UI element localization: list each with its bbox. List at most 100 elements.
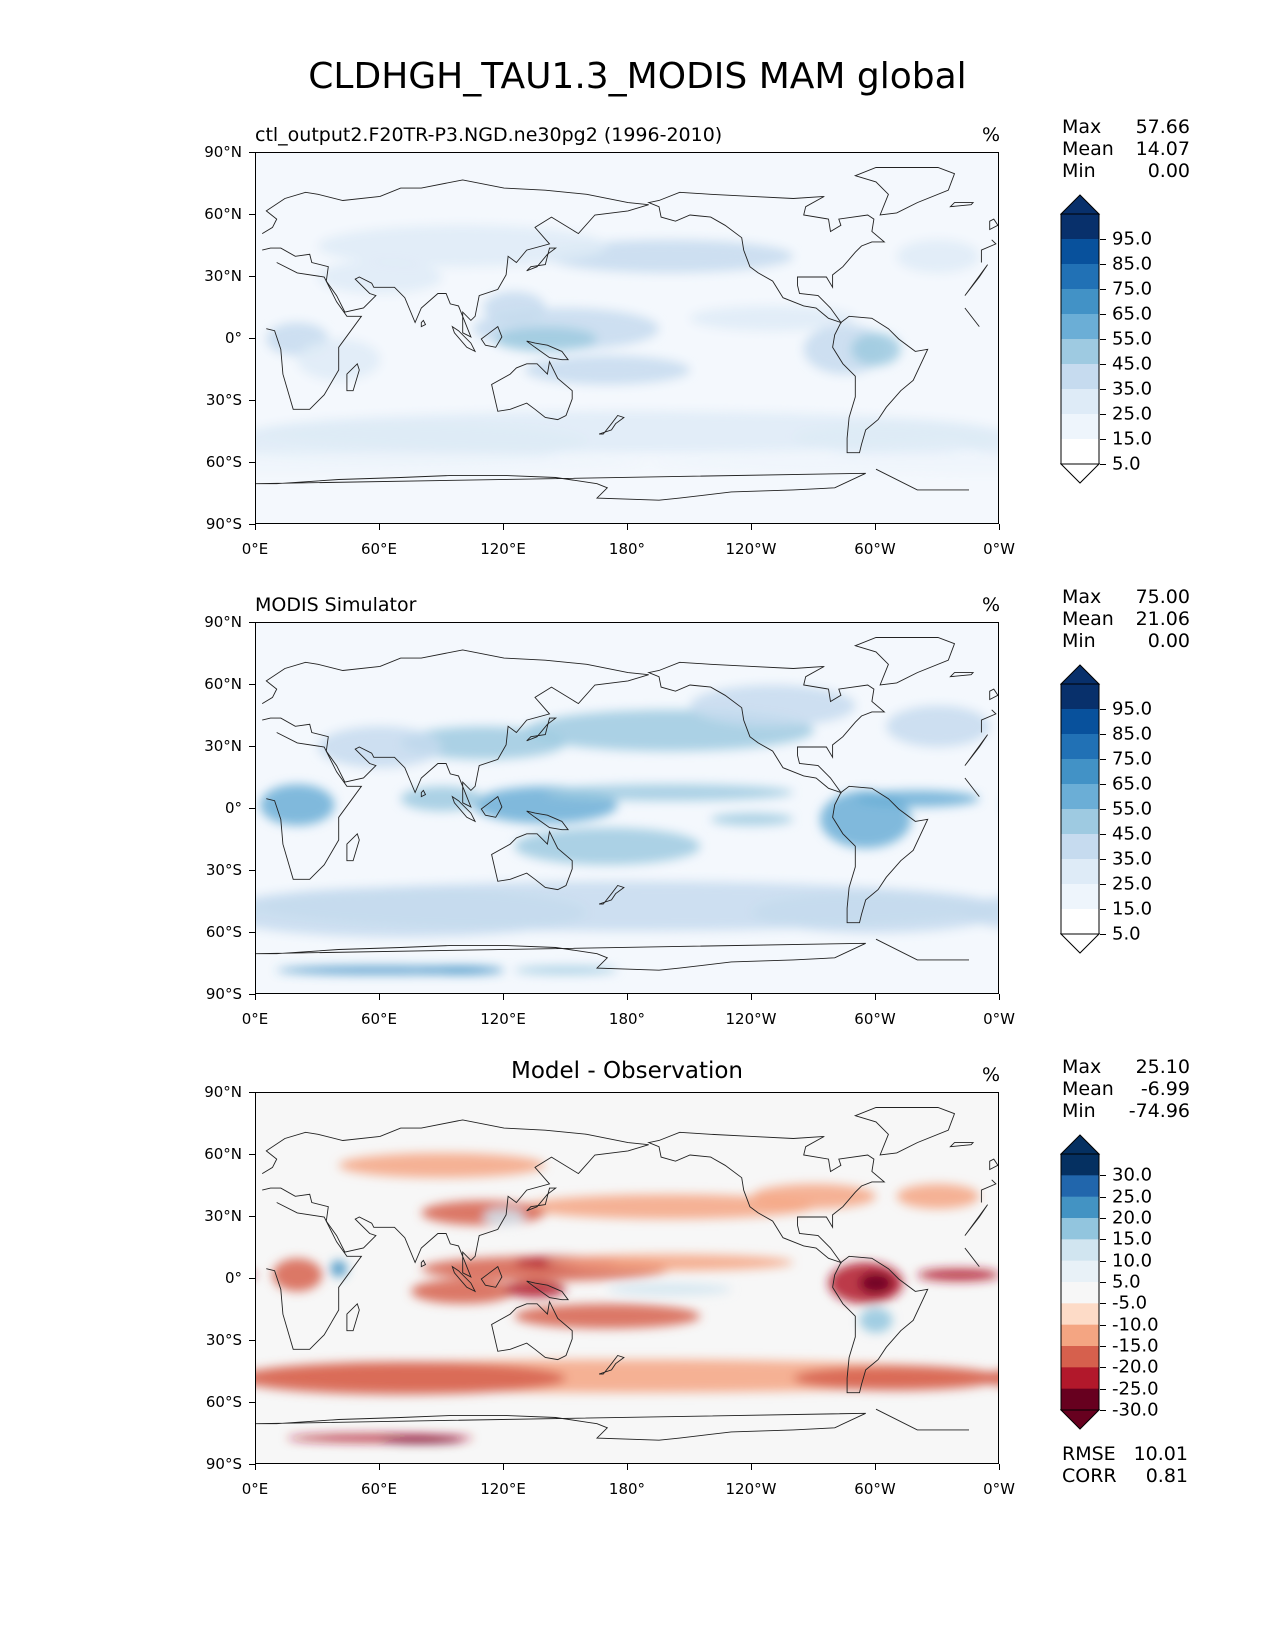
latitude-tick: 60°N — [204, 1145, 242, 1163]
colorbar-tick — [1100, 1388, 1106, 1390]
coastline — [266, 1202, 988, 1350]
colorbar-segment — [1061, 389, 1099, 415]
colorbar-segment — [1061, 909, 1099, 935]
coastline — [480, 325, 503, 348]
colorbar-label: 15.0 — [1112, 898, 1153, 920]
tick-mark — [249, 1092, 255, 1093]
coastline — [598, 414, 625, 435]
colorbar — [1059, 664, 1110, 960]
colorbar-segment — [1061, 289, 1099, 315]
stat-value: -6.99 — [1140, 1078, 1190, 1100]
stat-label: Mean — [1062, 1078, 1114, 1100]
colorbar-segment — [1061, 364, 1099, 390]
tick-mark — [249, 462, 255, 463]
field-contour — [514, 1303, 701, 1329]
field-contour — [514, 966, 618, 975]
field-contour — [851, 332, 901, 366]
longitude-tick: 180° — [608, 540, 646, 558]
tick-mark — [249, 622, 255, 623]
longitude-tick: 60°W — [854, 540, 896, 558]
tick-mark — [503, 994, 504, 1000]
latitude-tick: 90°N — [204, 1083, 242, 1101]
colorbar-tick — [1100, 414, 1106, 415]
tick-mark — [379, 994, 380, 1000]
colorbar-segment — [1061, 239, 1099, 265]
tick-mark — [627, 994, 628, 1000]
colorbar-tick — [1100, 734, 1106, 735]
tick-mark — [999, 994, 1000, 1000]
field-contour — [545, 239, 794, 273]
field-contour — [752, 1183, 876, 1209]
field-contour — [514, 827, 701, 865]
colorbar-tick — [1100, 1239, 1106, 1241]
colorbar-segment — [1061, 1282, 1099, 1304]
tick-mark — [249, 152, 255, 153]
panel-subtitle: ctl_output2.F20TR-P3.NGD.ne30pg2 (1996-2… — [255, 124, 723, 146]
colorbar-segment — [1061, 339, 1099, 365]
colorbar-label: 85.0 — [1112, 253, 1153, 275]
tick-mark — [249, 994, 255, 995]
colorbar-label: 95.0 — [1112, 228, 1153, 250]
colorbar-segment — [1061, 784, 1099, 810]
colorbar-segment — [1061, 1154, 1099, 1176]
tick-mark — [999, 524, 1000, 530]
colorbar-extend-max — [1059, 194, 1101, 215]
observation-panel: MODIS Simulator% 90°N 60°N 30°N 0° 30°S 60°S 90… — [0, 470, 1275, 1028]
colorbar-segment — [1061, 1367, 1099, 1390]
coastline — [989, 1158, 998, 1171]
tick-mark — [255, 524, 256, 530]
summary-stats: Max 25.10 Mean -6.99 Min -74.96 — [1062, 1056, 1190, 1122]
latitude-tick: 90°N — [204, 143, 242, 161]
colorbar-tick — [1100, 1410, 1106, 1411]
colorbar-tick — [1100, 364, 1106, 365]
tick-mark — [751, 1464, 752, 1470]
field-contour — [318, 225, 608, 267]
stat-row-max: Max 75.00 — [1062, 586, 1190, 608]
corr-row: CORR 0.81 — [1062, 1465, 1188, 1487]
colorbar-label: 55.0 — [1112, 798, 1153, 820]
longitude-tick: 180° — [608, 1010, 646, 1028]
rmse-row: RMSE 10.01 — [1062, 1443, 1188, 1465]
coastlines — [256, 1107, 998, 1441]
latitude-tick: 60°S — [205, 923, 242, 941]
coastline — [853, 1107, 956, 1156]
field-contour — [318, 260, 442, 294]
difference-panel: Model - Observation% 90°N 60°N 30°N 0° 30°S 60… — [0, 940, 1275, 1498]
colorbar-tick — [1100, 1175, 1106, 1177]
coastline — [832, 1255, 929, 1394]
map-canvas — [256, 1093, 998, 1463]
coastline — [346, 1302, 360, 1332]
coastline — [832, 785, 929, 924]
colorbar-segment — [1061, 1260, 1099, 1283]
stat-row-min: Min -74.96 — [1062, 1100, 1190, 1122]
tick-mark — [875, 1464, 876, 1470]
coastline — [853, 637, 956, 686]
tick-mark — [249, 214, 255, 215]
stat-row-mean: Mean -6.99 — [1062, 1078, 1190, 1100]
tick-mark — [503, 524, 504, 530]
colorbar-label: 25.0 — [1112, 403, 1153, 425]
colorbar-label: 65.0 — [1112, 303, 1153, 325]
colorbar-label: 35.0 — [1112, 848, 1153, 870]
colorbar-tick — [1100, 1303, 1106, 1305]
colorbar-label: 15.0 — [1112, 1228, 1153, 1250]
field-contour — [330, 1260, 347, 1277]
colorbar-tick — [1100, 1324, 1106, 1326]
latitude-tick: 0° — [224, 799, 242, 817]
latitude-tick: 90°S — [205, 1455, 242, 1473]
field-contour — [793, 1365, 998, 1391]
coastline — [949, 1142, 975, 1148]
colorbar-label: 75.0 — [1112, 278, 1153, 300]
tick-mark — [255, 1464, 256, 1470]
tick-mark — [249, 276, 255, 277]
rmse-value: 10.01 — [1133, 1443, 1188, 1465]
colorbar-label: 10.0 — [1112, 1250, 1153, 1272]
field-contour — [855, 790, 980, 807]
colorbar-segment — [1061, 809, 1099, 835]
colorbar-label: 5.0 — [1112, 1271, 1141, 1293]
tick-mark — [255, 994, 256, 1000]
latitude-tick: 60°S — [205, 453, 242, 471]
longitude-tick: 0°W — [983, 1010, 1015, 1028]
units-label: % — [982, 594, 1001, 616]
coastline — [526, 1187, 558, 1212]
